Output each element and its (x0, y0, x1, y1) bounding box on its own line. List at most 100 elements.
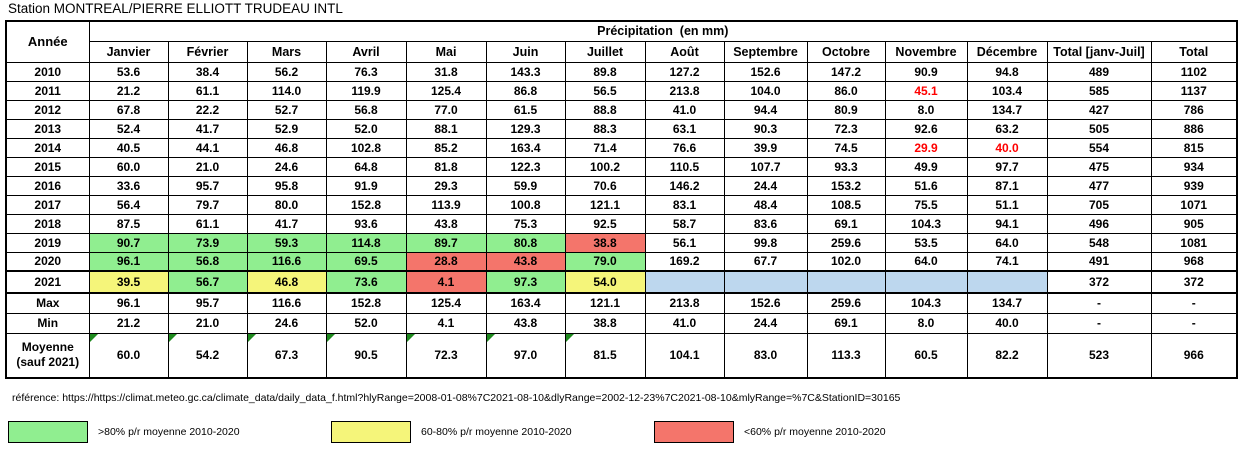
value-cell[interactable]: 52.0 (325, 118, 407, 139)
value-cell[interactable]: 64.0 (884, 251, 968, 272)
value-cell[interactable]: 24.4 (723, 312, 808, 334)
column-header-total-janv-juil[interactable]: Total [janv-Juil] (1046, 40, 1152, 63)
value-cell[interactable]: 554 (1046, 137, 1152, 158)
value-cell[interactable]: 60.5 (884, 332, 968, 379)
value-cell[interactable]: 163.4 (485, 137, 566, 158)
value-cell[interactable]: 475 (1046, 156, 1152, 177)
value-cell[interactable]: 63.2 (966, 118, 1048, 139)
value-cell[interactable]: 97.0 (485, 332, 566, 379)
value-cell[interactable]: 104.1 (644, 332, 725, 379)
column-header-mai[interactable]: Mai (405, 40, 487, 63)
value-cell[interactable]: 95.7 (167, 175, 248, 196)
value-cell[interactable] (723, 270, 808, 294)
column-header-total[interactable]: Total (1150, 40, 1238, 63)
column-header-juin[interactable]: Juin (485, 40, 566, 63)
value-cell[interactable]: 52.9 (246, 118, 327, 139)
value-cell[interactable] (966, 270, 1048, 294)
column-header-octobre[interactable]: Octobre (806, 40, 886, 63)
value-cell[interactable]: 24.4 (723, 175, 808, 196)
value-cell[interactable]: 87.1 (966, 175, 1048, 196)
value-cell[interactable]: 41.0 (644, 312, 725, 334)
value-cell[interactable]: 89.7 (405, 232, 487, 253)
value-cell[interactable]: 69.1 (806, 213, 886, 234)
value-cell[interactable]: 905 (1150, 213, 1238, 234)
value-cell[interactable]: 491 (1046, 251, 1152, 272)
value-cell[interactable]: 51.6 (884, 175, 968, 196)
value-cell[interactable]: 815 (1150, 137, 1238, 158)
value-cell[interactable]: 52.0 (325, 312, 407, 334)
value-cell[interactable]: 88.3 (564, 118, 646, 139)
value-cell[interactable]: 372 (1150, 270, 1238, 294)
value-cell[interactable]: 147.2 (806, 61, 886, 82)
value-cell[interactable]: 22.2 (167, 99, 248, 120)
value-cell[interactable]: 64.8 (325, 156, 407, 177)
year-cell[interactable]: 2012 (5, 99, 90, 120)
value-cell[interactable]: 56.4 (88, 194, 169, 215)
value-cell[interactable]: 88.8 (564, 99, 646, 120)
value-cell[interactable]: 1071 (1150, 194, 1238, 215)
value-cell[interactable]: 52.4 (88, 118, 169, 139)
value-cell[interactable]: 60.0 (88, 156, 169, 177)
value-cell[interactable]: 69.1 (806, 312, 886, 334)
value-cell[interactable]: 90.5 (325, 332, 407, 379)
column-header-juillet[interactable]: Juillet (564, 40, 646, 63)
value-cell[interactable]: 46.8 (246, 137, 327, 158)
value-cell[interactable]: 77.0 (405, 99, 487, 120)
value-cell[interactable]: 56.2 (246, 61, 327, 82)
value-cell[interactable]: 81.5 (564, 332, 646, 379)
year-cell[interactable]: 2021 (5, 270, 90, 294)
value-cell[interactable]: 427 (1046, 99, 1152, 120)
year-cell[interactable]: 2015 (5, 156, 90, 177)
value-cell[interactable]: 56.8 (325, 99, 407, 120)
value-cell[interactable]: 76.6 (644, 137, 725, 158)
value-cell[interactable]: 122.3 (485, 156, 566, 177)
value-cell[interactable]: 116.6 (246, 251, 327, 272)
value-cell[interactable]: 95.8 (246, 175, 327, 196)
year-cell[interactable]: 2019 (5, 232, 90, 253)
value-cell[interactable]: 81.8 (405, 156, 487, 177)
value-cell[interactable]: 90.7 (88, 232, 169, 253)
column-header-novembre[interactable]: Novembre (884, 40, 968, 63)
column-header-avril[interactable]: Avril (325, 40, 407, 63)
value-cell[interactable]: 75.5 (884, 194, 968, 215)
value-cell[interactable]: 49.9 (884, 156, 968, 177)
summary-label[interactable]: Min (5, 312, 90, 334)
value-cell[interactable]: 104.3 (884, 213, 968, 234)
value-cell[interactable]: 79.0 (564, 251, 646, 272)
value-cell[interactable]: 82.2 (966, 332, 1048, 379)
value-cell[interactable]: 934 (1150, 156, 1238, 177)
value-cell[interactable]: 86.0 (806, 80, 886, 101)
year-cell[interactable]: 2016 (5, 175, 90, 196)
value-cell[interactable]: 113.3 (806, 332, 886, 379)
value-cell[interactable]: 61.5 (485, 99, 566, 120)
value-cell[interactable]: 496 (1046, 213, 1152, 234)
value-cell[interactable]: 4.1 (405, 312, 487, 334)
value-cell[interactable]: 125.4 (405, 292, 487, 314)
value-cell[interactable]: 163.4 (485, 292, 566, 314)
value-cell[interactable]: 102.8 (325, 137, 407, 158)
value-cell[interactable]: 56.5 (564, 80, 646, 101)
value-cell[interactable]: 89.8 (564, 61, 646, 82)
value-cell[interactable]: 92.5 (564, 213, 646, 234)
value-cell[interactable] (884, 270, 968, 294)
value-cell[interactable]: 38.4 (167, 61, 248, 82)
value-cell[interactable]: 21.2 (88, 312, 169, 334)
value-cell[interactable]: 259.6 (806, 232, 886, 253)
value-cell[interactable]: 143.3 (485, 61, 566, 82)
year-cell[interactable]: 2013 (5, 118, 90, 139)
column-header-décembre[interactable]: Décembre (966, 40, 1048, 63)
value-cell[interactable]: 91.9 (325, 175, 407, 196)
value-cell[interactable]: 97.3 (485, 270, 566, 294)
value-cell[interactable]: 90.9 (884, 61, 968, 82)
value-cell[interactable]: 83.6 (723, 213, 808, 234)
value-cell[interactable]: 90.3 (723, 118, 808, 139)
value-cell[interactable]: - (1150, 292, 1238, 314)
value-cell[interactable]: 45.1 (884, 80, 968, 101)
value-cell[interactable]: 73.9 (167, 232, 248, 253)
value-cell[interactable]: 56.1 (644, 232, 725, 253)
value-cell[interactable]: 61.1 (167, 213, 248, 234)
value-cell[interactable]: 129.3 (485, 118, 566, 139)
value-cell[interactable]: 505 (1046, 118, 1152, 139)
value-cell[interactable]: 44.1 (167, 137, 248, 158)
value-cell[interactable]: - (1150, 312, 1238, 334)
